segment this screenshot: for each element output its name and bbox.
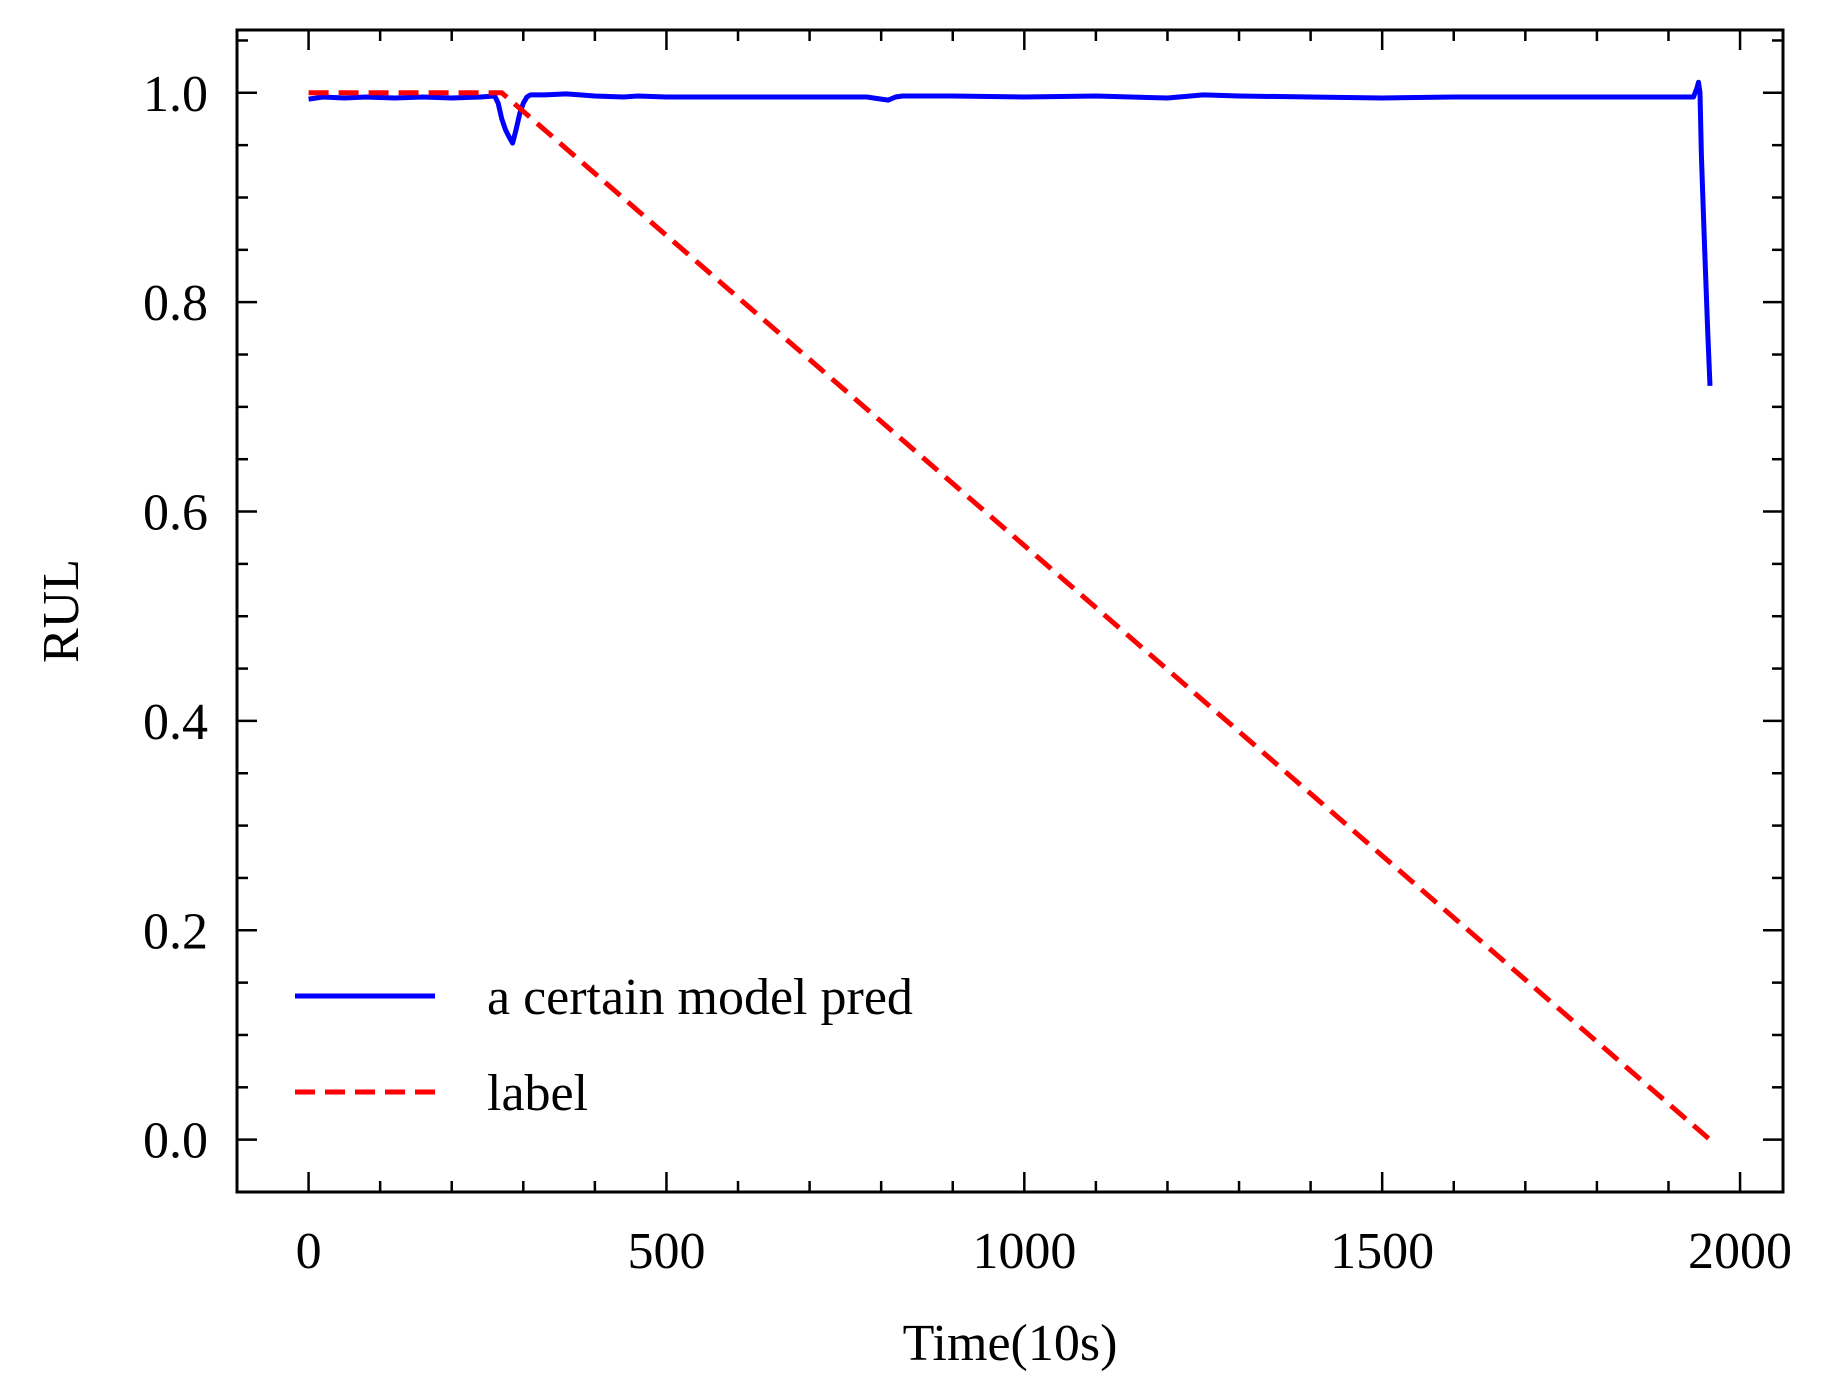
x-tick-label: 2000 — [1688, 1223, 1792, 1280]
series-line-model-pred — [308, 79, 1713, 387]
plot-area — [235, 28, 1785, 1194]
series-layer — [308, 79, 1713, 1142]
legend-entry-label: label — [487, 1065, 588, 1122]
y-tick-label: 0.2 — [143, 903, 208, 960]
y-tick-label: 0.6 — [143, 485, 208, 542]
x-axis-ticks: 0 500 1000 1500 2000 — [235, 30, 1792, 1280]
x-axis-label: Time(10s) — [903, 1315, 1118, 1372]
y-axis-ticks: 0.0 0.2 0.4 0.6 0.8 1.0 — [143, 39, 1783, 1170]
x-tick-label: 0 — [296, 1223, 322, 1280]
plot-frame — [235, 28, 1785, 1194]
x-tick-label: 1500 — [1330, 1223, 1434, 1280]
legend-entry-model-pred: a certain model pred — [487, 969, 913, 1026]
y-tick-label: 0.8 — [143, 275, 208, 332]
y-tick-label: 0.0 — [143, 1113, 208, 1170]
x-tick-label: 500 — [627, 1223, 705, 1280]
series-line-label — [308, 90, 1712, 1142]
y-tick-label: 1.0 — [143, 66, 208, 123]
x-tick-label: 1000 — [972, 1223, 1076, 1280]
y-axis-label: RUL — [33, 559, 90, 663]
y-tick-label: 0.4 — [143, 694, 208, 751]
legend: a certain model pred label — [295, 969, 913, 1122]
